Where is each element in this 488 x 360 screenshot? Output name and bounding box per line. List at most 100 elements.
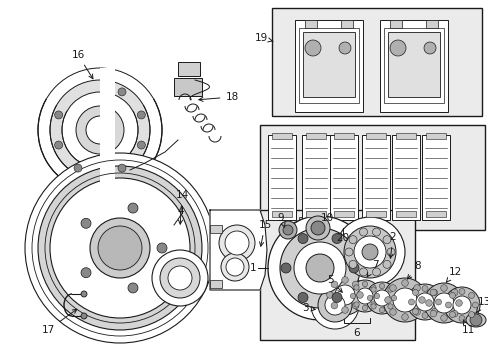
Circle shape bbox=[386, 248, 394, 256]
Circle shape bbox=[341, 277, 347, 283]
Circle shape bbox=[362, 281, 367, 287]
Circle shape bbox=[81, 291, 87, 297]
Circle shape bbox=[55, 111, 62, 119]
Circle shape bbox=[279, 221, 296, 239]
Circle shape bbox=[219, 225, 254, 261]
Circle shape bbox=[418, 297, 425, 303]
Circle shape bbox=[469, 314, 481, 326]
Circle shape bbox=[458, 288, 464, 294]
Text: 20: 20 bbox=[336, 233, 349, 243]
Circle shape bbox=[440, 285, 447, 291]
Circle shape bbox=[382, 278, 426, 322]
FancyBboxPatch shape bbox=[174, 78, 202, 96]
Circle shape bbox=[359, 228, 367, 236]
FancyBboxPatch shape bbox=[365, 133, 385, 139]
Circle shape bbox=[401, 280, 407, 286]
Circle shape bbox=[81, 218, 91, 228]
Circle shape bbox=[452, 296, 470, 314]
Circle shape bbox=[433, 293, 453, 313]
Text: 14: 14 bbox=[175, 190, 188, 224]
Text: 16: 16 bbox=[71, 50, 93, 79]
FancyBboxPatch shape bbox=[209, 225, 222, 233]
Circle shape bbox=[390, 295, 396, 301]
Circle shape bbox=[334, 217, 404, 287]
Circle shape bbox=[423, 42, 435, 54]
Circle shape bbox=[349, 293, 355, 299]
Circle shape bbox=[325, 295, 345, 315]
Circle shape bbox=[443, 287, 479, 323]
Text: 17: 17 bbox=[41, 309, 77, 335]
Circle shape bbox=[326, 292, 333, 298]
Circle shape bbox=[90, 218, 150, 278]
Text: 4: 4 bbox=[177, 206, 184, 216]
Circle shape bbox=[50, 178, 190, 318]
Circle shape bbox=[413, 285, 420, 291]
Circle shape bbox=[348, 236, 356, 244]
Circle shape bbox=[421, 285, 427, 292]
Circle shape bbox=[81, 268, 91, 278]
Circle shape bbox=[38, 68, 162, 192]
Circle shape bbox=[370, 285, 375, 290]
Circle shape bbox=[351, 302, 358, 309]
Circle shape bbox=[98, 226, 142, 270]
Circle shape bbox=[366, 295, 372, 301]
FancyBboxPatch shape bbox=[340, 20, 352, 28]
FancyBboxPatch shape bbox=[178, 62, 200, 76]
Polygon shape bbox=[209, 210, 266, 290]
Circle shape bbox=[379, 307, 384, 313]
Text: 6: 6 bbox=[353, 328, 360, 338]
Circle shape bbox=[429, 310, 436, 317]
Circle shape bbox=[370, 304, 375, 309]
FancyBboxPatch shape bbox=[425, 133, 445, 139]
Circle shape bbox=[305, 216, 329, 240]
Circle shape bbox=[372, 228, 380, 236]
Circle shape bbox=[362, 305, 367, 311]
Circle shape bbox=[76, 106, 124, 154]
Ellipse shape bbox=[465, 313, 485, 327]
FancyBboxPatch shape bbox=[209, 280, 222, 288]
FancyBboxPatch shape bbox=[298, 217, 306, 223]
Circle shape bbox=[421, 312, 427, 319]
FancyBboxPatch shape bbox=[267, 135, 295, 220]
Circle shape bbox=[361, 244, 377, 260]
Circle shape bbox=[356, 292, 363, 298]
Circle shape bbox=[305, 40, 320, 56]
Circle shape bbox=[157, 243, 167, 253]
Circle shape bbox=[348, 263, 358, 273]
FancyBboxPatch shape bbox=[333, 211, 353, 217]
FancyBboxPatch shape bbox=[421, 135, 449, 220]
Circle shape bbox=[458, 315, 464, 321]
Circle shape bbox=[365, 282, 397, 314]
Circle shape bbox=[429, 289, 436, 296]
Circle shape bbox=[118, 164, 126, 172]
FancyBboxPatch shape bbox=[271, 133, 291, 139]
Circle shape bbox=[353, 302, 359, 307]
Circle shape bbox=[221, 253, 248, 281]
FancyBboxPatch shape bbox=[395, 211, 415, 217]
Circle shape bbox=[38, 166, 202, 330]
Circle shape bbox=[356, 288, 372, 304]
Circle shape bbox=[341, 307, 347, 313]
Circle shape bbox=[50, 80, 150, 180]
Circle shape bbox=[373, 290, 389, 306]
Circle shape bbox=[370, 287, 375, 292]
Circle shape bbox=[387, 304, 392, 309]
Circle shape bbox=[407, 299, 414, 305]
Circle shape bbox=[348, 260, 356, 268]
Circle shape bbox=[392, 288, 416, 312]
FancyBboxPatch shape bbox=[303, 32, 354, 97]
Text: 3: 3 bbox=[301, 303, 315, 313]
FancyBboxPatch shape bbox=[425, 20, 437, 28]
Text: 10: 10 bbox=[320, 213, 333, 223]
Circle shape bbox=[406, 284, 442, 320]
Circle shape bbox=[331, 292, 341, 302]
Circle shape bbox=[431, 289, 437, 296]
Circle shape bbox=[281, 263, 290, 273]
Circle shape bbox=[280, 228, 359, 308]
Circle shape bbox=[382, 236, 390, 244]
FancyBboxPatch shape bbox=[365, 211, 385, 217]
Circle shape bbox=[224, 231, 248, 255]
Circle shape bbox=[413, 309, 420, 315]
Circle shape bbox=[86, 116, 114, 144]
Circle shape bbox=[297, 234, 307, 244]
